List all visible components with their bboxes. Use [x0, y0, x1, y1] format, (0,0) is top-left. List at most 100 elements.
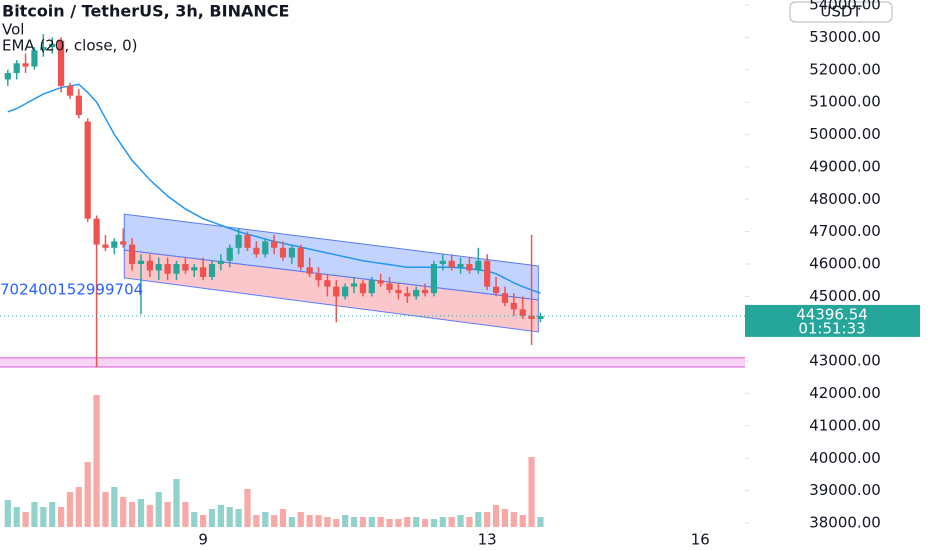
candle-body	[191, 267, 198, 271]
candle-body	[484, 260, 491, 287]
volume-bar	[253, 515, 260, 527]
level-band	[0, 357, 745, 367]
candle-body	[368, 280, 375, 294]
candle-body	[173, 264, 180, 274]
candle-body	[217, 260, 224, 264]
volume-bar	[342, 515, 349, 527]
volume-bar	[439, 517, 446, 527]
volume-bar	[57, 507, 65, 527]
y-tick-label: 49000.00	[809, 157, 881, 175]
candle-body	[288, 247, 295, 258]
last-price-box	[745, 304, 920, 337]
candle-body	[49, 43, 56, 48]
candle-body	[13, 63, 20, 73]
candle-body	[333, 286, 340, 297]
volume-bar	[386, 519, 393, 527]
candle-body	[4, 72, 11, 80]
candle-body	[342, 286, 349, 297]
candle-body	[128, 244, 136, 264]
y-tick-label: 42000.00	[809, 384, 881, 402]
volume-bar	[128, 502, 136, 527]
x-tick-label: 9	[198, 531, 208, 549]
volume-bar	[297, 512, 304, 527]
candle-body	[297, 247, 304, 268]
volume-bar	[279, 509, 287, 527]
y-tick-label: 54000.00	[809, 0, 881, 14]
y-tick-label: 40000.00	[809, 449, 881, 467]
volume-bar	[49, 502, 56, 527]
volume-bar	[501, 509, 509, 527]
volume-bar	[430, 519, 438, 527]
volume-bar	[350, 517, 358, 527]
y-tick-label: 46000.00	[809, 255, 881, 273]
volume-bar	[324, 517, 331, 527]
candle-body	[31, 50, 38, 67]
x-tick-label: 13	[478, 531, 497, 549]
candle-body	[519, 309, 526, 316]
indicator-label: Vol	[2, 21, 24, 39]
volume-bar	[137, 499, 145, 527]
candle-body	[146, 260, 153, 271]
candle-body	[537, 315, 544, 320]
currency-box[interactable]	[789, 1, 893, 23]
volume-bar	[146, 505, 153, 527]
y-tick-label: 53000.00	[809, 28, 881, 46]
candle-body	[22, 63, 29, 67]
currency[interactable]: USDT	[820, 3, 862, 21]
volume-bar	[120, 497, 127, 527]
volume-bar	[40, 507, 47, 527]
y-tick-label: 39000.00	[809, 481, 881, 499]
candle-body	[208, 264, 216, 277]
volume-bar	[404, 517, 411, 527]
candle-body	[359, 283, 367, 294]
annotation: 702400152999704	[0, 281, 143, 299]
volume-bar	[22, 512, 29, 527]
volume-bar	[377, 517, 384, 527]
volume-bar	[271, 515, 278, 527]
volume-bar	[164, 502, 171, 527]
candle-body	[404, 293, 411, 297]
candle-body	[528, 315, 535, 320]
volume-bar	[262, 512, 269, 527]
candle-body	[324, 280, 331, 287]
candle-body	[466, 264, 473, 271]
candle-body	[430, 264, 438, 294]
candle-body	[57, 40, 65, 86]
volume-bar	[93, 395, 100, 527]
volume-bar	[173, 479, 180, 527]
y-tick-label: 43000.00	[809, 352, 881, 370]
volume-bar	[75, 487, 82, 527]
candle-body	[75, 95, 82, 116]
candle-body	[492, 286, 500, 294]
candle-body	[448, 260, 455, 268]
volume-bar	[155, 492, 162, 527]
volume-bar	[217, 505, 224, 527]
volume-bar	[510, 512, 517, 527]
volume-bar	[306, 515, 313, 527]
volume-bar	[31, 502, 38, 527]
x-tick-label: 16	[691, 531, 710, 549]
y-tick-label: 41000.00	[809, 416, 881, 434]
price-axis-bg	[745, 0, 932, 550]
candle-body	[244, 234, 251, 248]
volume-bar	[457, 515, 464, 527]
volume-bar	[333, 519, 340, 527]
volume-bar	[66, 492, 74, 527]
candle-body	[164, 264, 171, 274]
volume-bar	[102, 492, 109, 527]
volume-bar	[226, 507, 233, 527]
candle-body	[350, 283, 358, 287]
volume-bar	[395, 519, 402, 527]
candle-body	[439, 260, 446, 264]
candle-body	[377, 280, 384, 284]
volume-bar	[537, 517, 544, 527]
y-tick-label: 47000.00	[809, 222, 881, 240]
candle-body	[413, 289, 420, 297]
volume-bar	[519, 515, 526, 527]
volume-bar	[475, 512, 482, 527]
y-tick-label: 51000.00	[809, 93, 881, 111]
candle-body	[226, 247, 233, 261]
y-tick-label: 48000.00	[809, 190, 881, 208]
volume-bar	[111, 487, 118, 527]
volume-bar	[288, 517, 295, 527]
